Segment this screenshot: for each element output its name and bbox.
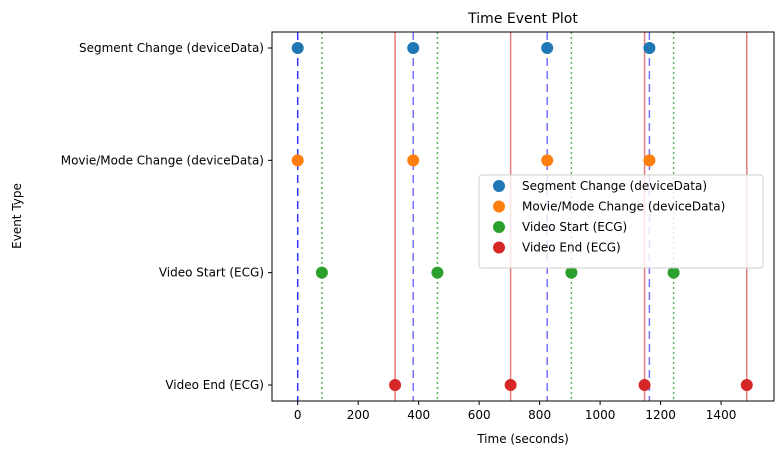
legend-label: Movie/Mode Change (deviceData) — [522, 200, 725, 214]
y-tick-label: Video Start (ECG) — [159, 266, 264, 280]
data-point — [291, 154, 304, 167]
x-tick-label: 600 — [468, 408, 491, 422]
x-axis-ticks: 0 200 400 600 800 1000 1200 1400 — [294, 401, 736, 422]
x-tick-label: 200 — [347, 408, 370, 422]
data-point — [643, 154, 656, 167]
x-tick-label: 400 — [407, 408, 430, 422]
data-point — [541, 154, 554, 167]
chart-title: Time Event Plot — [467, 11, 578, 27]
legend-box — [478, 174, 764, 269]
x-axis-label: Time (seconds) — [476, 432, 569, 446]
y-axis-label: Event Type — [10, 183, 24, 249]
x-tick-label: 0 — [294, 408, 302, 422]
data-point — [389, 379, 402, 391]
data-point — [643, 42, 656, 54]
data-point — [667, 266, 680, 279]
y-tick-label: Segment Change (deviceData) — [79, 41, 264, 55]
data-point — [315, 266, 328, 279]
data-points — [291, 42, 753, 391]
legend-label: Video Start (ECG) — [522, 220, 627, 234]
data-point — [407, 42, 420, 54]
legend-marker — [493, 221, 505, 233]
data-point — [504, 379, 517, 391]
data-point — [565, 266, 578, 279]
legend-marker — [493, 180, 505, 192]
plot-frame — [271, 31, 775, 402]
data-point — [541, 42, 554, 54]
legend-marker — [493, 241, 505, 254]
data-point — [407, 154, 420, 167]
x-tick-label: 1000 — [585, 408, 616, 422]
y-axis-ticks: Video End (ECG) Video Start (ECG) Movie/Mo… — [61, 41, 272, 392]
legend-marker — [493, 200, 505, 213]
y-tick-label: Video End (ECG) — [165, 378, 264, 392]
x-tick-label: 1200 — [645, 408, 676, 422]
legend: Segment Change (deviceData) Movie/Mode Ch… — [478, 174, 764, 269]
y-tick-label: Movie/Mode Change (deviceData) — [61, 153, 264, 167]
x-tick-label: 800 — [528, 408, 551, 422]
legend-label: Segment Change (deviceData) — [522, 179, 707, 193]
data-point — [740, 379, 753, 391]
data-point — [291, 42, 304, 54]
legend-label: Video End (ECG) — [522, 241, 621, 255]
data-point — [638, 379, 651, 391]
x-tick-label: 1400 — [706, 408, 737, 422]
data-point — [431, 266, 444, 279]
